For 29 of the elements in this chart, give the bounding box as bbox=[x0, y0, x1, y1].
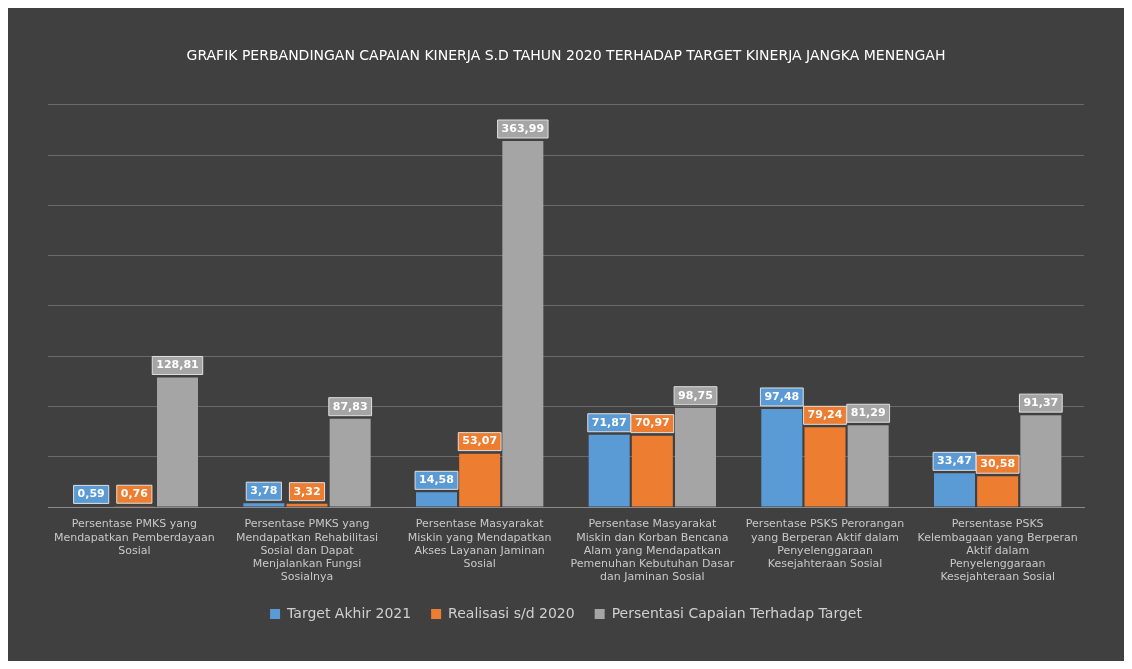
x-tick-label: Persentase Masyarakat Miskin dan Korban Bencana Alam yang Mendapatkan Pemenuhan Kebutuhan Dasar dan Jaminan Sosial bbox=[570, 517, 735, 584]
bar bbox=[502, 141, 544, 507]
x-tick-label: Persentase PSKS Kelembagaan yang Berperan Aktif dalam Penyelenggaraan Kesejahteraan Sosial bbox=[917, 517, 1078, 584]
data-label: 33,47 bbox=[937, 454, 972, 468]
legend-label: Persentasi Capaian Terhadap Target bbox=[611, 604, 863, 621]
data-label: 128,81 bbox=[156, 358, 199, 372]
data-label: 97,48 bbox=[764, 389, 800, 403]
data-label: 363,99 bbox=[501, 121, 545, 135]
x-tick-label: Persentase PMKS yang Mendapatkan Pemberdayaan Sosial bbox=[53, 517, 215, 557]
data-label: 3,78 bbox=[250, 484, 278, 498]
data-label: 3,32 bbox=[293, 484, 321, 498]
x-tick-label: Persentase PSKS Perorangan yang Berperan Aktif dalam Penyelenggaraan Kesejahteraan Sosial bbox=[745, 517, 905, 571]
x-tick-label: Persentase Masyarakat Miskin yang Mendapatkan Akses Layanan Jaminan Sosial bbox=[407, 517, 552, 571]
legend-label: Target Akhir 2021 bbox=[286, 604, 412, 621]
data-label: 70,97 bbox=[634, 416, 670, 430]
data-label: 14,58 bbox=[419, 473, 454, 487]
x-tick-label: Persentase PMKS yang Mendapatkan Rehabilitasi Sosial dan Dapat Menjalankan Fungsi Sosialnya bbox=[236, 517, 378, 584]
data-label: 79,24 bbox=[807, 408, 843, 422]
data-label: 30,58 bbox=[980, 457, 1016, 471]
data-label: 87,83 bbox=[332, 399, 368, 413]
data-label: 81,29 bbox=[850, 406, 886, 420]
legend-label: Realisasi s/d 2020 bbox=[448, 604, 575, 621]
data-label: 53,07 bbox=[462, 434, 498, 448]
data-label: 71,87 bbox=[591, 415, 627, 429]
data-label: 98,75 bbox=[678, 388, 713, 402]
data-label: 91,37 bbox=[1023, 395, 1059, 409]
chart-title: GRAFIK PERBANDINGAN CAPAIAN KINERJA S.D TAHUN 2020 TERHADAP TARGET KINERJA JANGKA MENENGAH bbox=[186, 47, 946, 64]
data-label: 0,59 bbox=[77, 487, 105, 501]
data-label: 0,76 bbox=[120, 487, 149, 501]
